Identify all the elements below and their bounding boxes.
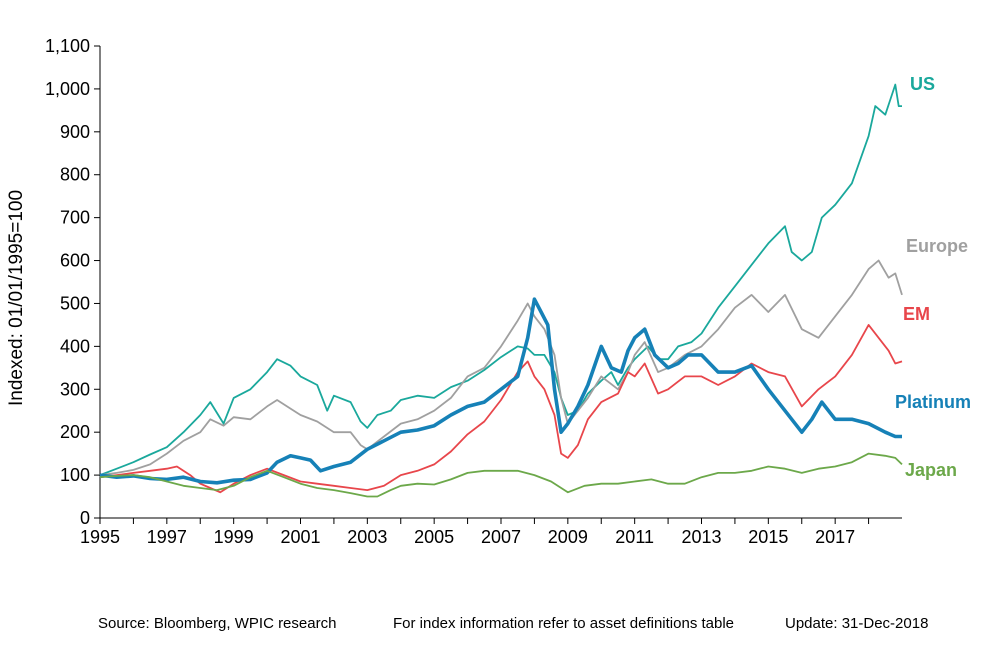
x-axis-ticks: 1995 1997 1999 2001 2003 2005 2007 2009 2011 2013… [80, 518, 870, 547]
x-tick-label: 2015 [748, 527, 788, 547]
series-label-em: EM [903, 304, 930, 324]
y-tick-label: 500 [60, 293, 90, 313]
y-tick-label: 1,000 [45, 79, 90, 99]
footer-note: For index information refer to asset def… [393, 615, 735, 632]
y-tick-label: 800 [60, 165, 90, 185]
x-tick-label: 2009 [548, 527, 588, 547]
series-label-us: US [910, 74, 935, 94]
x-tick-label: 2017 [815, 527, 855, 547]
y-tick-label: 900 [60, 122, 90, 142]
series-label-japan: Japan [905, 460, 957, 480]
x-tick-label: 1995 [80, 527, 120, 547]
x-tick-label: 1997 [147, 527, 187, 547]
x-tick-label: 2013 [681, 527, 721, 547]
chart-axes [99, 46, 902, 519]
y-tick-label: 1,100 [45, 36, 90, 56]
x-tick-label: 2011 [615, 527, 654, 547]
y-tick-label: 600 [60, 251, 90, 271]
series-labels: US Europe EM Platinum Japan [895, 74, 971, 480]
y-axis-label: Indexed: 01/01/1995=100 [6, 190, 27, 406]
y-tick-label: 200 [60, 422, 90, 442]
series-label-europe: Europe [906, 236, 968, 256]
y-tick-label: 100 [60, 465, 90, 485]
x-tick-label: 2005 [414, 527, 454, 547]
x-tick-label: 2003 [347, 527, 387, 547]
y-tick-label: 300 [60, 379, 90, 399]
series-label-platinum: Platinum [895, 392, 971, 412]
series-line-us [99, 83, 902, 476]
y-tick-label: 700 [60, 208, 90, 228]
series-line-europe [99, 259, 903, 476]
x-tick-label: 2001 [280, 527, 320, 547]
footer-source: Source: Bloomberg, WPIC research [98, 615, 337, 632]
chart-series [99, 83, 903, 498]
footer-update: Update: 31-Dec-2018 [785, 615, 929, 632]
y-tick-label: 0 [80, 508, 90, 528]
y-tick-label: 400 [60, 336, 90, 356]
series-line-platinum [99, 297, 902, 485]
series-line-japan [99, 452, 903, 498]
y-axis-ticks: 0 100 200 300 400 500 600 700 800 900 1,000 1,100 [45, 36, 100, 528]
x-tick-label: 1999 [214, 527, 254, 547]
x-tick-label: 2007 [481, 527, 521, 547]
